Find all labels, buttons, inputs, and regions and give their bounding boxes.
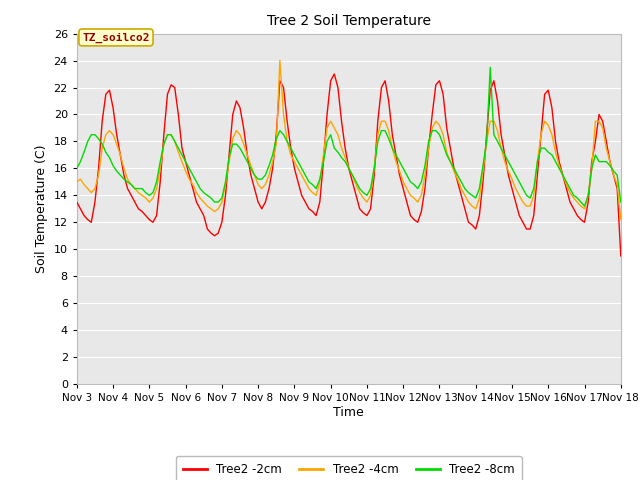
- Y-axis label: Soil Temperature (C): Soil Temperature (C): [35, 144, 48, 273]
- Title: Tree 2 Soil Temperature: Tree 2 Soil Temperature: [267, 14, 431, 28]
- X-axis label: Time: Time: [333, 406, 364, 419]
- Legend: Tree2 -2cm, Tree2 -4cm, Tree2 -8cm: Tree2 -2cm, Tree2 -4cm, Tree2 -8cm: [176, 456, 522, 480]
- Text: TZ_soilco2: TZ_soilco2: [82, 32, 150, 43]
